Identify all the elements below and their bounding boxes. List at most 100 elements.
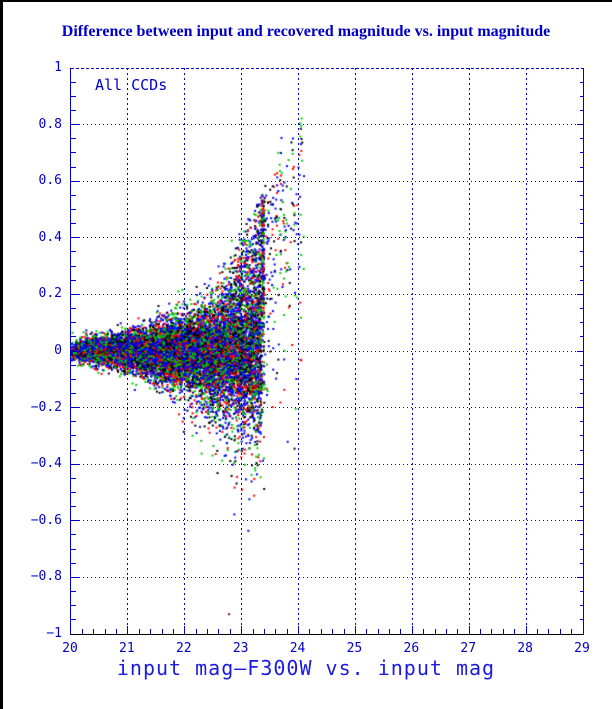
dataset-label: All CCDs bbox=[95, 76, 168, 94]
y-minor-tick bbox=[71, 605, 76, 607]
y-minor-tick bbox=[71, 95, 76, 97]
y-major-tick bbox=[71, 180, 79, 182]
x-minor-tick bbox=[252, 629, 254, 634]
horizontal-gridline bbox=[71, 237, 583, 239]
x-minor-tick bbox=[445, 629, 447, 634]
y-minor-tick-right bbox=[580, 534, 583, 536]
y-major-tick bbox=[71, 576, 79, 578]
plot-area: All CCDs bbox=[70, 68, 584, 635]
x-minor-tick bbox=[116, 629, 117, 634]
y-minor-tick-right bbox=[580, 435, 583, 437]
y-minor-tick-right bbox=[580, 605, 583, 607]
x-major-tick bbox=[127, 626, 129, 634]
x-major-tick bbox=[354, 626, 356, 634]
x-minor-tick bbox=[559, 629, 561, 634]
x-minor-tick bbox=[332, 629, 334, 634]
x-tick-label: 20 bbox=[62, 641, 78, 656]
y-minor-tick bbox=[71, 194, 76, 196]
x-minor-tick bbox=[263, 629, 265, 634]
x-minor-tick bbox=[514, 629, 516, 634]
x-tick-label: 21 bbox=[119, 641, 135, 656]
y-tick-label: 0 bbox=[54, 343, 62, 358]
y-minor-tick-right bbox=[580, 109, 583, 111]
x-major-tick bbox=[468, 626, 470, 634]
x-minor-tick bbox=[457, 629, 459, 634]
y-minor-tick-right bbox=[580, 336, 583, 338]
y-major-tick bbox=[71, 350, 79, 352]
y-tick-label: 0.6 bbox=[38, 173, 62, 189]
y-minor-tick bbox=[71, 223, 76, 225]
y-major-tick bbox=[71, 237, 79, 239]
x-tick-label: 28 bbox=[517, 641, 533, 656]
y-major-tick bbox=[71, 463, 79, 465]
y-minor-tick bbox=[71, 138, 76, 140]
y-tick-label: 0.2 bbox=[38, 286, 62, 302]
y-minor-tick bbox=[71, 619, 76, 621]
chart-title: Difference between input and recovered m… bbox=[61, 23, 551, 40]
horizontal-gridline bbox=[71, 124, 583, 126]
x-minor-tick bbox=[104, 629, 106, 634]
horizontal-gridline bbox=[71, 576, 583, 578]
y-tick-label: 0.4 bbox=[38, 229, 62, 245]
horizontal-gridline bbox=[71, 463, 583, 465]
horizontal-gridline bbox=[71, 407, 583, 409]
x-minor-tick bbox=[389, 629, 391, 634]
x-minor-tick bbox=[218, 629, 220, 634]
y-major-tick bbox=[71, 124, 79, 126]
y-minor-tick bbox=[71, 562, 76, 564]
y-minor-tick bbox=[71, 591, 76, 593]
y-minor-tick-right bbox=[580, 477, 583, 479]
y-minor-tick-right bbox=[580, 308, 583, 310]
x-minor-tick bbox=[377, 629, 379, 634]
y-minor-tick bbox=[71, 548, 76, 550]
window-edge-top bbox=[0, 0, 612, 2]
y-minor-tick bbox=[71, 152, 76, 154]
x-minor-tick bbox=[320, 629, 322, 634]
y-minor-tick-right bbox=[580, 591, 583, 593]
y-major-tick-right bbox=[577, 407, 583, 409]
y-minor-tick bbox=[71, 421, 76, 423]
x-minor-tick bbox=[400, 629, 402, 634]
y-minor-tick-right bbox=[580, 506, 583, 508]
y-tick-label: −0.8 bbox=[30, 569, 62, 585]
x-minor-tick bbox=[536, 629, 538, 634]
y-tick-label: 1 bbox=[54, 60, 62, 75]
x-minor-tick bbox=[207, 629, 209, 634]
horizontal-gridline bbox=[71, 520, 583, 522]
y-minor-tick bbox=[71, 364, 76, 366]
y-minor-tick-right bbox=[580, 138, 583, 140]
x-major-tick bbox=[298, 626, 300, 634]
y-minor-tick bbox=[71, 534, 76, 536]
y-minor-tick bbox=[71, 308, 76, 310]
x-minor-tick bbox=[571, 629, 573, 634]
y-tick-label: −0.4 bbox=[30, 456, 62, 472]
x-tick-label: 27 bbox=[460, 641, 477, 656]
y-minor-tick-right bbox=[580, 364, 583, 366]
y-minor-tick-right bbox=[580, 378, 583, 380]
y-minor-tick bbox=[71, 265, 76, 267]
y-tick-label: 0.8 bbox=[38, 116, 62, 132]
y-minor-tick bbox=[71, 449, 76, 451]
y-minor-tick bbox=[71, 492, 76, 493]
y-axis-tick-labels: 1 0.8 0.6 0.4 0.2 0 −0.2 −0.4 −0.6 −0.8 −1 bbox=[0, 0, 62, 709]
x-major-tick bbox=[184, 626, 186, 634]
x-minor-tick bbox=[286, 629, 288, 634]
x-minor-tick bbox=[480, 629, 482, 634]
y-major-tick-right bbox=[577, 350, 583, 352]
y-minor-tick-right bbox=[580, 81, 583, 83]
x-minor-tick bbox=[343, 629, 345, 634]
y-major-tick-right bbox=[577, 237, 583, 239]
x-minor-tick bbox=[434, 629, 436, 634]
x-tick-label: 25 bbox=[346, 641, 363, 656]
y-minor-tick-right bbox=[580, 322, 583, 324]
x-minor-tick bbox=[275, 629, 277, 634]
y-major-tick-right bbox=[577, 293, 583, 295]
horizontal-gridline bbox=[71, 350, 583, 352]
y-minor-tick-right bbox=[580, 209, 583, 210]
x-minor-tick bbox=[138, 629, 140, 634]
x-minor-tick bbox=[93, 629, 95, 634]
y-major-tick-right bbox=[577, 576, 583, 578]
y-major-tick-right bbox=[577, 124, 583, 126]
y-minor-tick-right bbox=[580, 619, 583, 621]
